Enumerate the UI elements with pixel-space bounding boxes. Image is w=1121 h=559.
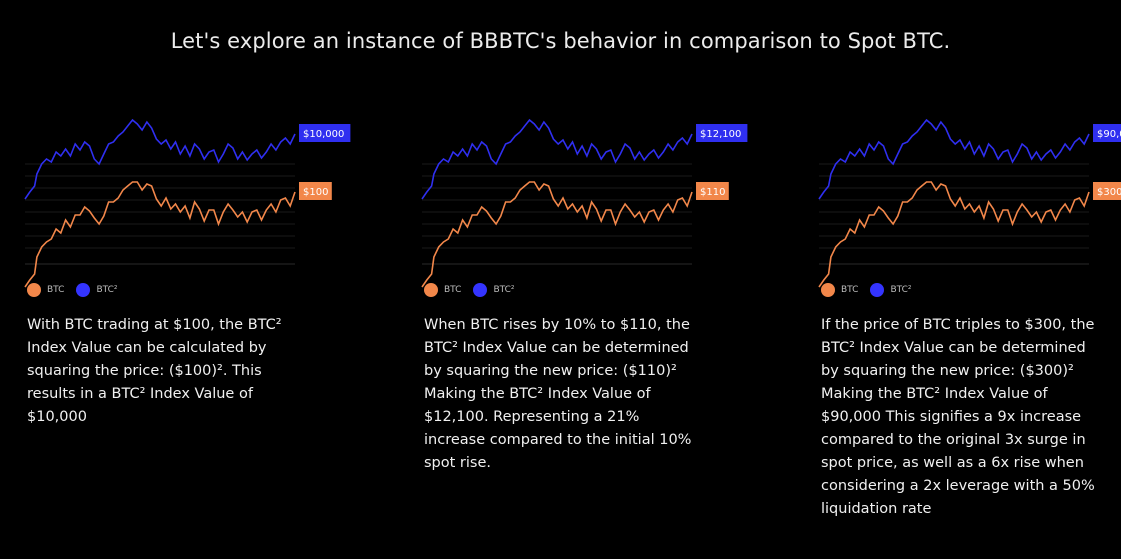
legend-btc2-dot — [473, 283, 488, 297]
panel-1-description: With BTC trading at $100, the BTC² Index… — [27, 317, 282, 425]
legend-btc-label: BTC — [841, 285, 859, 295]
legend-btc2-label: BTC² — [493, 285, 515, 295]
btc-last-value-label-bg — [1093, 182, 1121, 200]
legend-btc-dot — [424, 283, 438, 297]
btc-last-value-label-bg — [696, 182, 729, 200]
btc-last-value-label: $300 — [1093, 182, 1121, 200]
btc2-last-value-label-bg — [696, 124, 748, 142]
btc-series-line — [24, 181, 296, 288]
legend-btc-label: BTC — [47, 285, 65, 295]
panel-3-description: If the price of BTC triples to $300, the… — [821, 317, 1095, 517]
btc2-series-line — [818, 118, 1090, 200]
line-chart-svg: $90,000 $300 — [818, 118, 1121, 288]
chart-legend: BTC BTC² — [27, 280, 123, 300]
btc2-series-line — [421, 118, 693, 200]
legend-btc-label: BTC — [444, 285, 462, 295]
btc-last-value-label-text: $300 — [1097, 187, 1121, 198]
btc2-last-value-label: $12,100 — [696, 124, 748, 142]
btc-series-line — [818, 181, 1090, 288]
btc2-last-value-label-bg — [1093, 124, 1121, 142]
btc-last-value-label: $110 — [696, 182, 729, 200]
btc-series-line — [421, 181, 693, 288]
btc2-last-value-label-bg — [299, 124, 351, 142]
btc-last-value-label-text: $100 — [303, 187, 328, 198]
btc2-last-value-label: $90,000 — [1093, 124, 1121, 142]
btc-last-value-label-bg — [299, 182, 332, 200]
panel-3: $90,000 $300 BTC BTC² — [818, 112, 1121, 297]
btc2-last-value-label-text: $12,100 — [700, 129, 741, 140]
btc2-last-value-label: $10,000 — [299, 124, 351, 142]
panel-2: $12,100 $110 BTC BTC² — [421, 112, 748, 297]
chart-legend: BTC BTC² — [424, 280, 520, 300]
page-headline: Let's explore an instance of BBBTC's beh… — [170, 29, 951, 53]
panel-2-description: When BTC rises by 10% to $110, the BTC² … — [424, 317, 692, 471]
panel-1: $10,000 $100 BTC BTC² — [24, 112, 351, 297]
btc2-last-value-label-text: $10,000 — [303, 129, 344, 140]
legend-btc2-label: BTC² — [96, 285, 118, 295]
legend-btc2-dot — [870, 283, 885, 297]
chart-1: $10,000 $100 — [24, 112, 351, 288]
legend-btc-dot — [821, 283, 835, 297]
chart-legend: BTC BTC² — [821, 280, 917, 300]
legend-btc2-dot — [76, 283, 91, 297]
btc-last-value-label: $100 — [299, 182, 332, 200]
btc2-last-value-label-text: $90,000 — [1097, 129, 1121, 140]
line-chart-svg: $12,100 $110 — [421, 118, 748, 288]
legend-btc-dot — [27, 283, 41, 297]
chart-3: $90,000 $300 — [818, 112, 1121, 288]
btc-last-value-label-text: $110 — [700, 187, 725, 198]
legend-btc2-label: BTC² — [890, 285, 912, 295]
line-chart-svg: $10,000 $100 — [24, 118, 351, 288]
btc2-series-line — [24, 118, 296, 200]
chart-2: $12,100 $110 — [421, 112, 748, 288]
